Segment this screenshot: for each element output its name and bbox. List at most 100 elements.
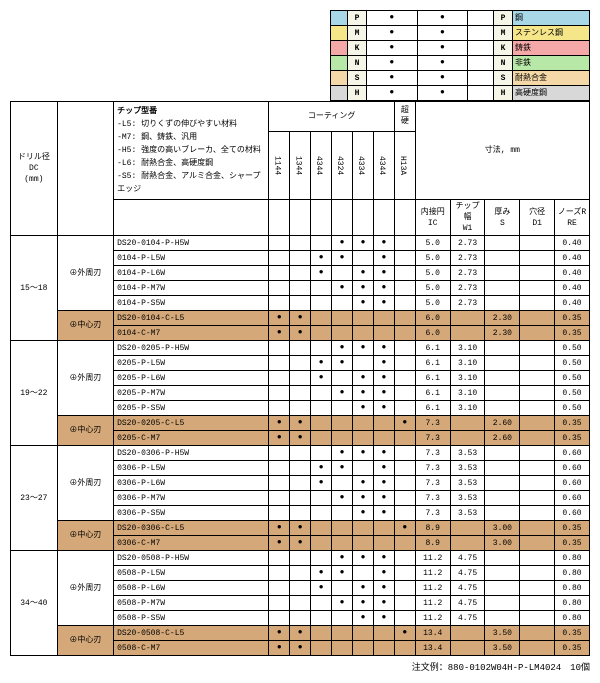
header-grade: H13A	[394, 131, 415, 199]
dim-value: 2.60	[485, 431, 520, 446]
dim-value	[520, 386, 555, 401]
grade-dot	[332, 296, 353, 311]
legend-label: 鋳鉄	[513, 41, 590, 56]
dim-value: 5.0	[415, 296, 450, 311]
part-number: DS20-0104-C-L5	[114, 311, 269, 326]
grade-dot	[394, 461, 415, 476]
dim-value: 4.75	[450, 551, 485, 566]
legend-dot: ●	[367, 86, 418, 101]
dim-value	[520, 551, 555, 566]
grade-dot	[290, 281, 311, 296]
dim-value: 5.0	[415, 281, 450, 296]
dim-value	[485, 551, 520, 566]
grade-dot	[332, 431, 353, 446]
dim-value	[450, 416, 485, 431]
grade-dot: ●	[269, 641, 290, 656]
part-number: 0104-C-M7	[114, 326, 269, 341]
grade-dot: ●	[373, 461, 394, 476]
grade-dot	[394, 266, 415, 281]
outer-edge-label: ⊕外周刃	[57, 551, 113, 626]
grade-dot: ●	[269, 311, 290, 326]
part-number: DS20-0306-P-H5W	[114, 446, 269, 461]
part-number: DS20-0306-C-L5	[114, 521, 269, 536]
center-edge-label: ⊕中心刃	[57, 626, 113, 656]
dim-value	[450, 311, 485, 326]
dim-value	[450, 641, 485, 656]
grade-dot	[269, 476, 290, 491]
dim-value	[450, 326, 485, 341]
dim-value: 13.4	[415, 626, 450, 641]
grade-dot	[373, 641, 394, 656]
grade-dot: ●	[269, 416, 290, 431]
grade-dot: ●	[353, 611, 374, 626]
dim-value: 5.0	[415, 251, 450, 266]
grade-dot: ●	[269, 536, 290, 551]
dim-value	[485, 266, 520, 281]
grade-dot: ●	[373, 581, 394, 596]
dim-value: 2.30	[485, 311, 520, 326]
legend-swatch	[331, 11, 348, 26]
dim-value: 0.35	[555, 536, 590, 551]
dim-value: 7.3	[415, 461, 450, 476]
dim-value: 3.53	[450, 491, 485, 506]
legend-code: H	[348, 86, 367, 101]
grade-dot	[394, 536, 415, 551]
legend-code2: K	[494, 41, 513, 56]
dim-value	[485, 236, 520, 251]
grade-dot: ●	[394, 626, 415, 641]
part-number: 0306-P-S5W	[114, 506, 269, 521]
grade-dot	[394, 296, 415, 311]
legend-label: 鋼	[513, 11, 590, 26]
grade-dot: ●	[353, 551, 374, 566]
grade-dot: ●	[373, 236, 394, 251]
grade-dot: ●	[373, 566, 394, 581]
dim-value	[485, 491, 520, 506]
grade-dot	[269, 446, 290, 461]
dim-value: 0.35	[555, 326, 590, 341]
dim-value	[485, 461, 520, 476]
grade-dot: ●	[269, 626, 290, 641]
grade-dot: ●	[353, 596, 374, 611]
grade-dot	[394, 371, 415, 386]
grade-dot: ●	[290, 311, 311, 326]
grade-dot: ●	[311, 356, 332, 371]
grade-dot	[332, 326, 353, 341]
grade-dot: ●	[269, 521, 290, 536]
dim-value: 6.1	[415, 401, 450, 416]
legend-code2: N	[494, 56, 513, 71]
material-legend: P●●P鋼M●●Mステンレス鋼K●●K鋳鉄N●●N非鉄S●●S耐熱合金H●●H高…	[330, 10, 590, 101]
dim-value: 0.50	[555, 341, 590, 356]
grade-dot	[353, 251, 374, 266]
part-number: DS20-0104-P-H5W	[114, 236, 269, 251]
grade-dot: ●	[311, 566, 332, 581]
part-number: 0104-P-L5W	[114, 251, 269, 266]
dim-value: 11.2	[415, 596, 450, 611]
dim-value	[485, 581, 520, 596]
grade-dot	[311, 386, 332, 401]
grade-dot: ●	[353, 296, 374, 311]
grade-dot: ●	[269, 326, 290, 341]
grade-dot	[290, 251, 311, 266]
grade-dot	[290, 296, 311, 311]
part-number: 0104-P-L6W	[114, 266, 269, 281]
grade-dot	[353, 416, 374, 431]
legend-swatch	[331, 71, 348, 86]
grade-dot	[290, 446, 311, 461]
grade-dot	[290, 476, 311, 491]
grade-dot: ●	[373, 281, 394, 296]
dim-value: 3.00	[485, 536, 520, 551]
grade-dot: ●	[332, 551, 353, 566]
grade-dot	[269, 266, 290, 281]
dim-value	[520, 326, 555, 341]
outer-edge-label: ⊕外周刃	[57, 236, 113, 311]
grade-dot	[394, 611, 415, 626]
dim-value: 2.73	[450, 296, 485, 311]
grade-dot: ●	[311, 581, 332, 596]
grade-dot: ●	[353, 236, 374, 251]
grade-dot: ●	[332, 596, 353, 611]
dim-value: 3.53	[450, 461, 485, 476]
dim-value: 3.53	[450, 446, 485, 461]
legend-label: ステンレス鋼	[513, 26, 590, 41]
dim-value: 7.3	[415, 431, 450, 446]
dim-value: 3.53	[450, 476, 485, 491]
